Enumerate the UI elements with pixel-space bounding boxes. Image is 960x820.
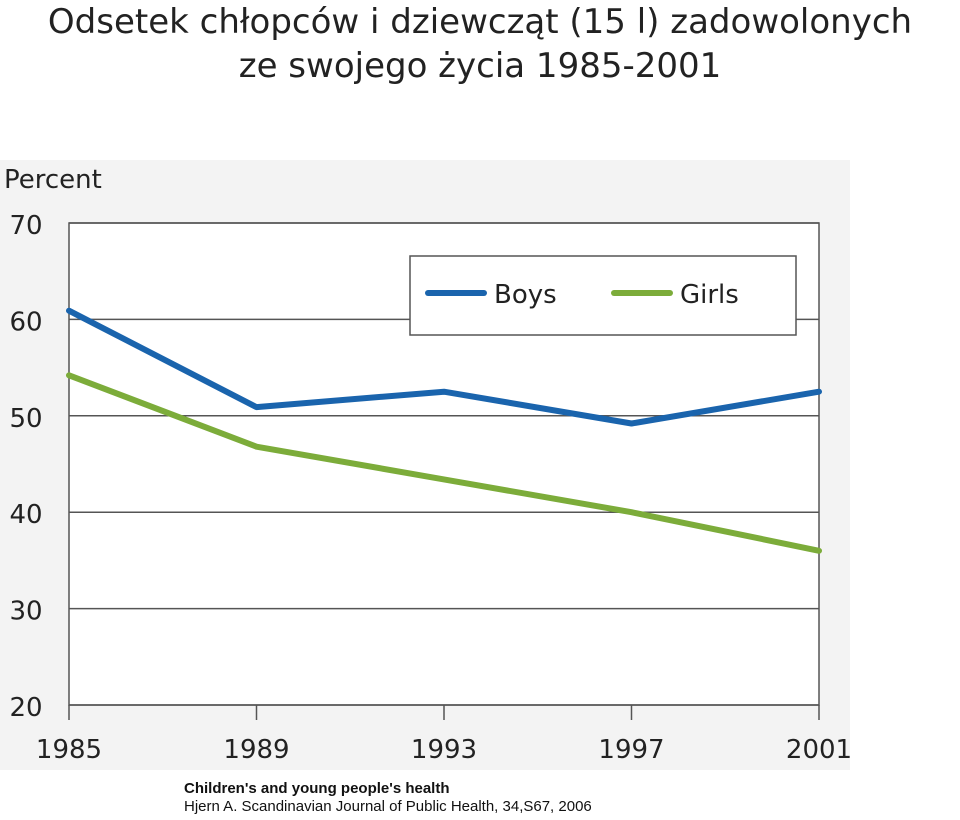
y-tick-label: 20: [9, 693, 42, 723]
caption-citation: Hjern A. Scandinavian Journal of Public …: [184, 798, 592, 815]
y-tick-label: 70: [9, 211, 42, 241]
legend: Boys Girls: [409, 255, 797, 336]
data-point-boys: [67, 308, 71, 313]
series-layer: [66, 307, 822, 554]
source-caption: Children's and young people's health Hje…: [184, 780, 592, 816]
data-point-boys: [442, 389, 446, 394]
x-tick-label: 1989: [223, 735, 289, 765]
data-point-boys: [817, 389, 821, 394]
y-tick-label: 40: [9, 500, 42, 530]
x-tick-label: 2001: [786, 735, 852, 765]
legend-label-girls: Girls: [680, 280, 739, 310]
x-tick-label: 1993: [411, 735, 477, 765]
y-tick-label: 60: [9, 307, 42, 337]
data-point-girls: [817, 548, 821, 553]
x-tick-label: 1985: [36, 735, 102, 765]
y-axis-label: Percent: [4, 165, 102, 195]
y-tick-label: 30: [9, 597, 42, 627]
chart-title: Odsetek chłopców i dziewcząt (15 l) zado…: [0, 0, 960, 88]
title-line-1: Odsetek chłopców i dziewcząt (15 l) zado…: [47, 2, 913, 42]
data-point-girls: [67, 373, 71, 378]
data-point-boys: [254, 405, 259, 410]
title-line-2: ze swojego życia 1985-2001: [238, 46, 722, 86]
data-point-girls: [629, 510, 634, 515]
legend-label-boys: Boys: [494, 280, 557, 310]
axis-layer: 20 30 40 50 60 70 Percent 1985 1989 1993 1997 2001: [4, 165, 852, 765]
data-point-boys: [629, 421, 634, 426]
data-point-girls: [254, 444, 259, 449]
x-tick-label: 1997: [598, 735, 664, 765]
data-point-girls: [442, 477, 446, 482]
caption-title: Children's and young people's health: [184, 780, 450, 797]
y-tick-label: 50: [9, 404, 42, 434]
